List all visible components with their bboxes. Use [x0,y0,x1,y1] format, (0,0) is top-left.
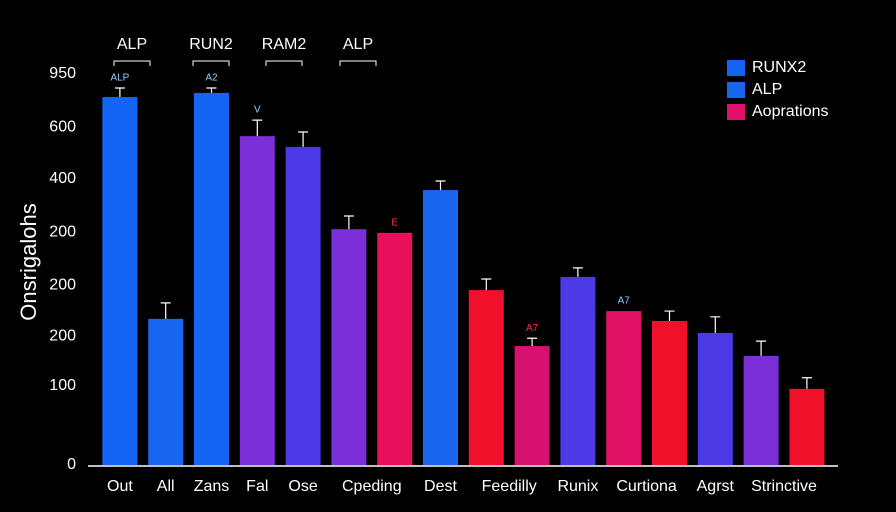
error-bar [298,131,309,147]
error-bar [527,337,538,347]
bar [743,355,779,465]
error-bar [710,316,721,333]
error-bar [481,278,492,291]
x-tick-label: Feedilly [482,478,537,495]
y-tick-label: 600 [49,118,76,135]
error-bar [801,377,812,389]
bar [789,388,825,465]
x-tick-label: Runix [557,478,598,495]
group-label: ALP [117,36,147,53]
x-tick-label: Dest [424,478,457,495]
error-bar [252,119,263,137]
error-bar [114,87,125,98]
error-bar [343,215,354,230]
group-bracket [113,60,151,66]
bar [652,320,687,465]
x-tick-label: Curtiona [616,478,677,495]
bar [285,146,321,465]
error-bar [160,302,171,319]
error-bar [206,87,217,93]
group-label: RAM2 [262,36,307,53]
y-tick-label: 200 [49,327,76,344]
legend-swatch [727,104,745,120]
bar-label: A7 [618,296,631,307]
bar-label: V [254,105,261,116]
x-tick-label: Ose [288,478,317,495]
legend-label: ALP [752,81,782,98]
error-bar [664,310,675,321]
y-tick-label: 200 [49,276,76,293]
legend-label: RUNX2 [752,59,806,76]
y-tick-label: 0 [67,456,76,473]
bar [514,346,550,465]
x-tick-label: All [157,478,175,495]
bar [194,92,229,466]
x-tick-label: Zans [194,478,230,495]
error-bar [756,340,767,356]
bar [560,276,596,465]
error-bar [572,267,583,277]
y-tick-label: 200 [49,223,76,240]
x-tick-label: Out [107,478,133,495]
x-tick-label: Strinctive [751,478,817,495]
legend-swatch [727,60,745,76]
bar-label: A7 [526,323,539,334]
group-label: RUN2 [189,36,233,53]
bar-label: E [391,218,398,229]
bar-label: A2 [205,73,218,84]
bar [148,318,184,465]
bar [606,311,642,465]
y-tick-label: 950 [49,65,76,82]
error-bar [435,180,446,191]
x-tick-label: Cpeding [342,478,402,495]
legend-swatch [727,82,745,98]
bar [331,229,367,465]
group-bracket [265,60,303,66]
group-bracket [339,60,377,66]
legend-label: Aoprations [752,103,829,120]
y-tick-label: 100 [49,377,76,394]
y-tick-label: 400 [49,170,76,187]
bar-label: ALP [110,73,129,84]
y-axis-label: Onsrigalohs [16,203,41,320]
group-label: ALP [343,36,373,53]
x-tick-label: Fal [246,478,268,495]
bar [377,232,413,465]
bar [102,97,138,465]
bar [239,136,275,465]
group-bracket [192,60,230,66]
bar [468,290,504,465]
x-tick-label: Agrst [697,478,735,495]
bar [697,332,733,465]
bar [423,190,458,466]
